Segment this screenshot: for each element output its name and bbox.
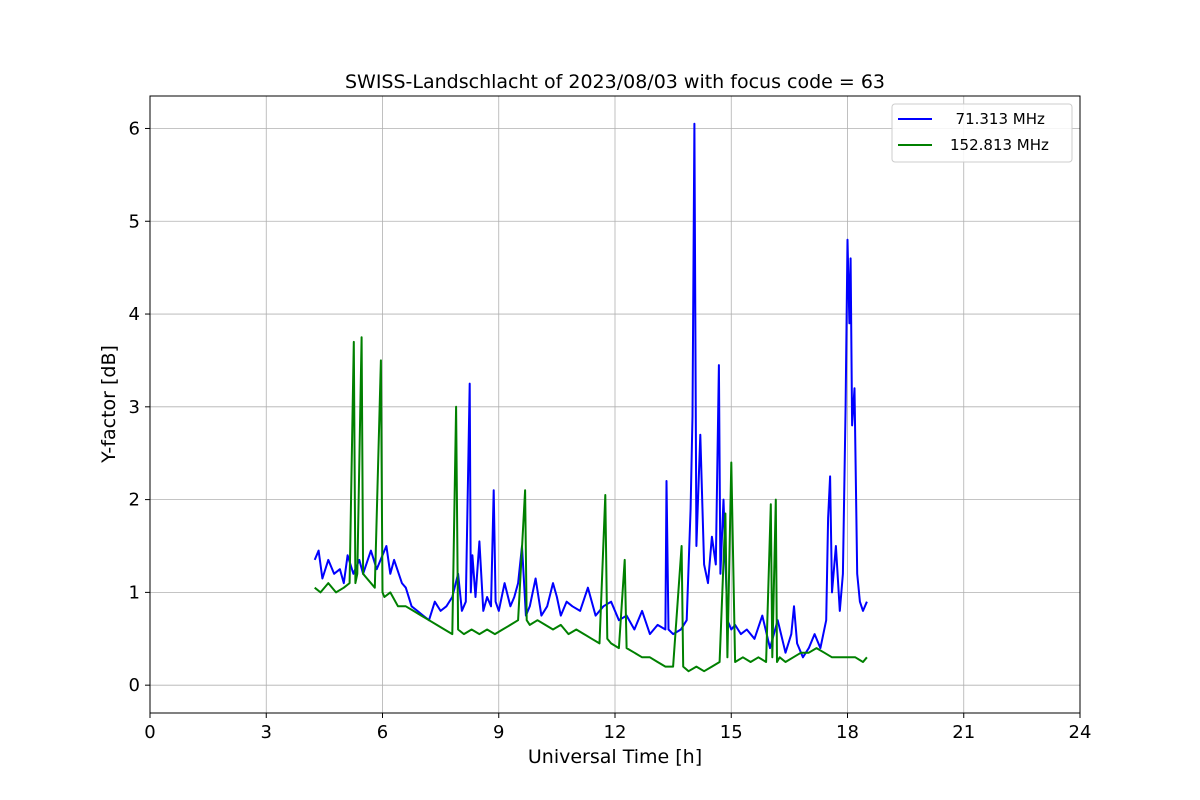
legend-box <box>891 103 1073 163</box>
x-tick-label: 6 <box>377 722 388 743</box>
x-tick-label: 9 <box>493 722 504 743</box>
x-tick-label: 24 <box>1069 722 1092 743</box>
x-tick-label: 3 <box>261 722 272 743</box>
series-line-71mhz <box>313 122 868 659</box>
series-layer <box>313 122 868 673</box>
y-axis-label: Y-factor [dB] <box>98 345 120 464</box>
x-axis-label: Universal Time [h] <box>528 746 702 768</box>
x-axis-ticks: 0 3 6 9 12 15 18 21 24 <box>144 713 1091 743</box>
x-tick-label: 21 <box>952 722 975 743</box>
y-tick-label: 3 <box>129 397 140 418</box>
x-tick-label: 0 <box>144 722 155 743</box>
x-tick-label: 15 <box>720 722 743 743</box>
y-tick-label: 0 <box>129 675 140 696</box>
y-tick-label: 2 <box>129 490 140 511</box>
chart-title: SWISS-Landschlacht of 2023/08/03 with fo… <box>345 71 885 93</box>
y-tick-label: 6 <box>129 118 140 139</box>
legend-entry-71mhz: 71.313 MHz <box>946 110 1045 128</box>
y-tick-label: 5 <box>129 211 140 232</box>
y-tick-label: 1 <box>129 582 140 603</box>
y-tick-label: 4 <box>129 304 140 325</box>
series-line-152mhz <box>314 336 868 673</box>
y-axis-ticks: 0 1 2 3 4 5 6 <box>129 118 150 696</box>
x-tick-label: 18 <box>836 722 859 743</box>
x-tick-label: 12 <box>604 722 627 743</box>
legend: 71.313 MHz 152.813 MHz <box>891 103 1073 163</box>
legend-entry-152mhz: 152.813 MHz <box>950 136 1049 154</box>
